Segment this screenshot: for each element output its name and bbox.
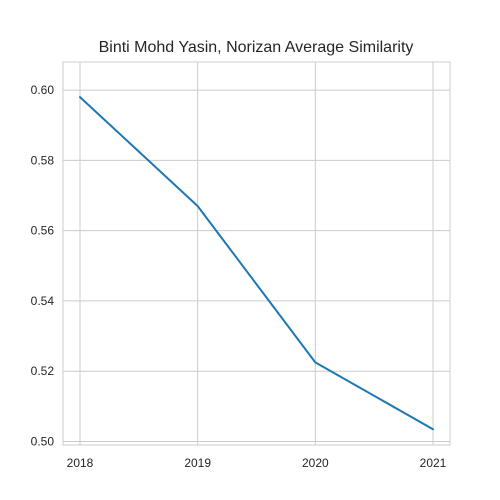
y-tick-label: 0.60 — [31, 83, 55, 97]
x-tick-label: 2020 — [302, 456, 329, 470]
x-tick-label: 2018 — [67, 456, 94, 470]
series-line-0 — [79, 96, 434, 431]
chart-title: Binti Mohd Yasin, Norizan Average Simila… — [99, 39, 414, 56]
y-tick-label: 0.54 — [31, 294, 55, 308]
series-layer — [79, 96, 434, 431]
y-tick-label: 0.56 — [31, 224, 55, 238]
x-tick-label: 2021 — [420, 456, 447, 470]
y-tick-label: 0.58 — [31, 153, 55, 167]
y-tick-label: 0.50 — [31, 434, 55, 448]
x-tick-labels: 2018 2019 2020 2021 — [67, 456, 447, 470]
y-tick-label: 0.52 — [31, 364, 55, 378]
x-tick-label: 2019 — [184, 456, 211, 470]
plot-frame — [62, 61, 451, 446]
y-tick-labels: 0.50 0.52 0.54 0.56 0.58 0.60 — [31, 83, 55, 448]
grid — [63, 62, 450, 445]
